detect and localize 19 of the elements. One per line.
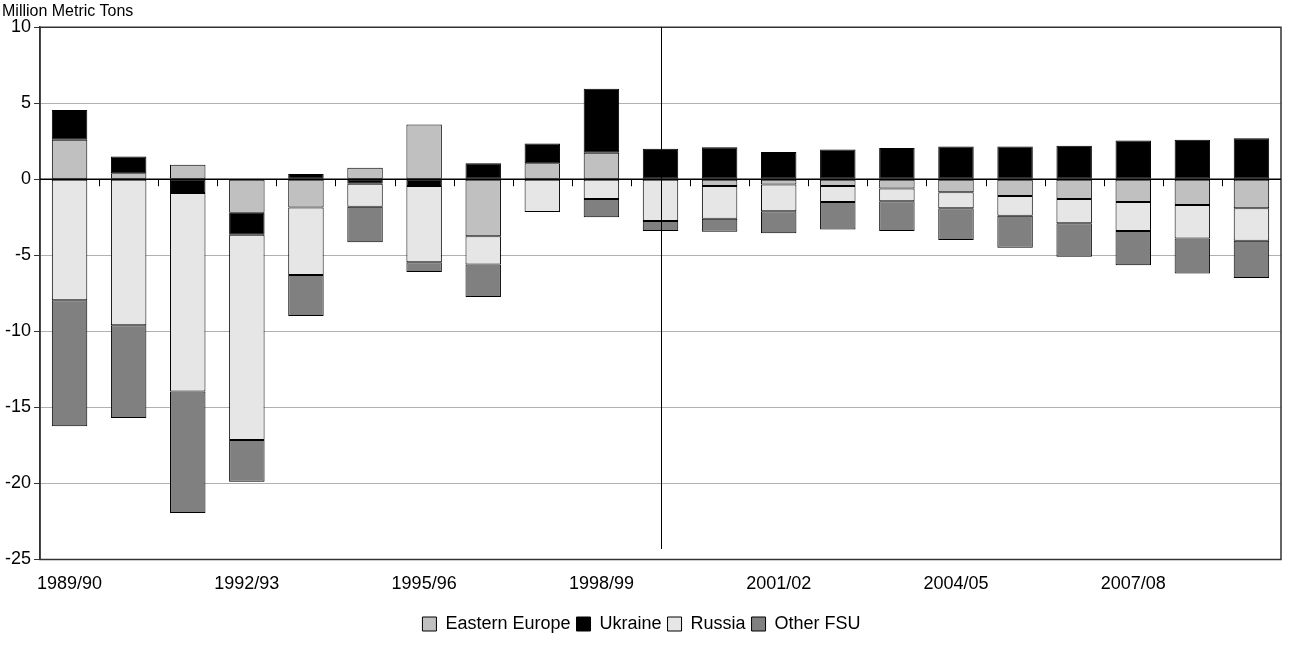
y-tick-label: -25 [5, 548, 32, 569]
bar [110, 156, 147, 174]
legend-label: Eastern Europe [445, 612, 571, 633]
y-tick-label: -15 [5, 396, 32, 417]
x-tick-label: 2007/08 [1100, 573, 1166, 594]
y-tick-label: 0 [21, 168, 32, 189]
x-tick-label: 1998/99 [568, 573, 634, 594]
legend-label: Other FSU [774, 612, 861, 633]
x-tick-label: 1992/93 [214, 573, 280, 594]
x-tick-label: 1989/90 [37, 573, 103, 594]
x-tick-label: 2001/02 [746, 573, 812, 594]
y-tick-label: -10 [5, 320, 32, 341]
y-tick-label: -5 [15, 244, 32, 265]
legend-label: Russia [690, 612, 747, 633]
legend-label: Ukraine [599, 612, 662, 633]
x-tick-label: 2004/05 [923, 573, 989, 594]
y-tick-label: 5 [21, 92, 32, 113]
x-tick-label: 1995/96 [391, 573, 457, 594]
y-tick-label: -20 [5, 472, 32, 493]
